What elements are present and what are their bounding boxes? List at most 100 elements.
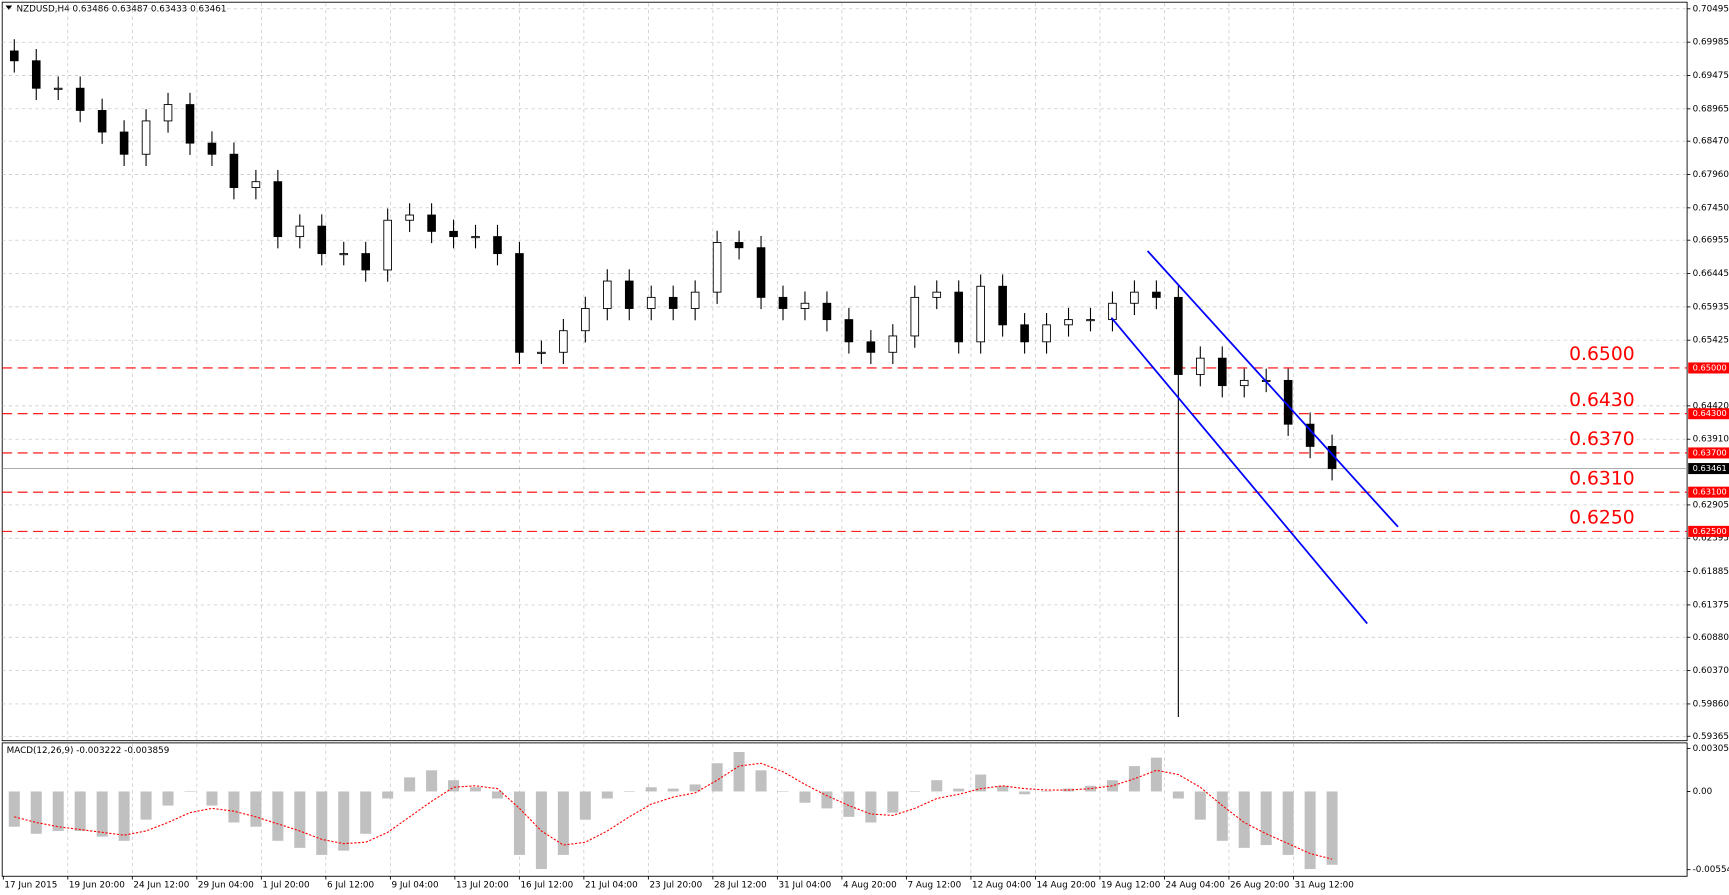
y-tick-label: 0.62395 (1693, 534, 1729, 544)
macd-bar (579, 791, 591, 820)
candle-body (559, 330, 568, 353)
macd-bar (1172, 791, 1184, 799)
y-tick-label: 0.66445 (1693, 269, 1729, 279)
macd-bar (426, 770, 438, 792)
price-panel (1, 1, 1688, 742)
macd-bar (821, 791, 833, 809)
y-tick-label: 0.65935 (1693, 302, 1729, 312)
macd-title: MACD(12,26,9) -0.003222 -0.003859 (7, 746, 170, 756)
macd-bar (470, 787, 482, 792)
macd-bar (1326, 791, 1338, 865)
candle-body (339, 253, 349, 256)
y-tick-label: -0.005545 (1693, 865, 1729, 875)
x-tick-label: 24 Jun 12:00 (133, 881, 189, 891)
y-tick-label: 0.70495 (1693, 4, 1729, 14)
macd-bar (1194, 791, 1206, 820)
candle-body (1217, 357, 1227, 387)
candle-body (1108, 302, 1117, 321)
macd-bar (975, 774, 987, 792)
macd-bar (294, 791, 306, 848)
last-price-tag (1688, 463, 1729, 475)
x-tick-label: 9 Jul 04:00 (391, 881, 439, 891)
level-tag-label: 0.63100 (1693, 487, 1727, 497)
candle-body (1239, 379, 1249, 387)
macd-bar (1216, 791, 1228, 841)
macd-bar (272, 791, 284, 841)
candle-body (383, 219, 392, 271)
candle-body (119, 131, 129, 155)
x-tick-label: 24 Aug 04:00 (1166, 881, 1226, 891)
x-tick-label: 7 Aug 12:00 (908, 881, 962, 891)
level-tag (1688, 408, 1729, 420)
macd-bar (799, 791, 811, 803)
candle-body (207, 142, 217, 155)
macd-bar (997, 785, 1009, 792)
level-label: 0.6370 (1569, 429, 1635, 450)
macd-bar (1304, 791, 1316, 870)
macd-bar (382, 791, 394, 799)
candle-body (97, 110, 107, 133)
macd-bar (711, 763, 723, 792)
y-tick-label: 0.67450 (1693, 203, 1729, 213)
macd-bar (52, 791, 64, 831)
macd-bar (887, 791, 899, 813)
candle-body (1152, 291, 1161, 298)
x-tick-label: 29 Jun 04:00 (198, 881, 254, 891)
y-tick-label: 0.61375 (1693, 600, 1729, 610)
macd-bar (1084, 785, 1096, 792)
macd-bar (360, 791, 372, 834)
candle-body (1020, 324, 1029, 343)
trendline (1110, 317, 1368, 625)
candle-body (493, 236, 502, 255)
level-tag (1688, 447, 1729, 459)
level-label: 0.6430 (1569, 390, 1635, 411)
macd-bar (865, 791, 877, 823)
level-tag-label: 0.62500 (1693, 526, 1727, 536)
candle-body (910, 296, 920, 337)
y-tick-label: 0.68965 (1693, 104, 1729, 114)
y-tick-label: 0.68470 (1693, 137, 1729, 147)
macd-bar (601, 791, 613, 799)
candle-body (163, 104, 173, 122)
y-tick-label: 0.66955 (1693, 236, 1729, 246)
candle-body (1086, 319, 1095, 322)
macd-bar (623, 791, 635, 793)
macd-bar (513, 791, 525, 855)
signal-line (14, 762, 1333, 860)
macd-bar (162, 791, 174, 806)
candle-body (185, 104, 195, 144)
candle-body (229, 153, 239, 189)
level-tag-label: 0.63700 (1693, 447, 1727, 457)
macd-bar (206, 791, 218, 806)
level-tag-label: 0.64300 (1693, 408, 1727, 418)
y-tick-label: 0.00 (1693, 787, 1713, 797)
candle-body (361, 253, 371, 271)
menu-icon[interactable] (5, 5, 13, 10)
x-tick-label: 31 Aug 12:00 (1295, 881, 1355, 891)
macd-bar (8, 791, 20, 827)
level-label: 0.6500 (1569, 344, 1635, 365)
candle-body (515, 253, 524, 353)
trendline (1146, 250, 1399, 528)
y-tick-label: 0.65425 (1693, 336, 1729, 346)
x-tick-label: 19 Aug 12:00 (1101, 881, 1161, 891)
y-tick-label: 0.60370 (1693, 666, 1729, 676)
y-tick-label: 0.64420 (1693, 401, 1729, 411)
y-tick-label: 0.69475 (1693, 71, 1729, 81)
macd-bar (843, 791, 855, 817)
candle-body (866, 341, 876, 353)
x-tick-label: 21 Jul 04:00 (585, 881, 638, 891)
candle-body (976, 285, 985, 343)
macd-bar (755, 770, 767, 792)
macd-bar (96, 791, 108, 837)
candle-body (317, 225, 327, 255)
candle-body (888, 335, 898, 353)
macd-bar (1260, 791, 1272, 846)
macd-bar (316, 791, 328, 855)
candle-body (998, 285, 1007, 326)
macd-bar (491, 791, 503, 799)
level-tag (1688, 525, 1729, 537)
candle-body (537, 351, 546, 354)
y-tick-label: 0.59860 (1693, 699, 1729, 709)
